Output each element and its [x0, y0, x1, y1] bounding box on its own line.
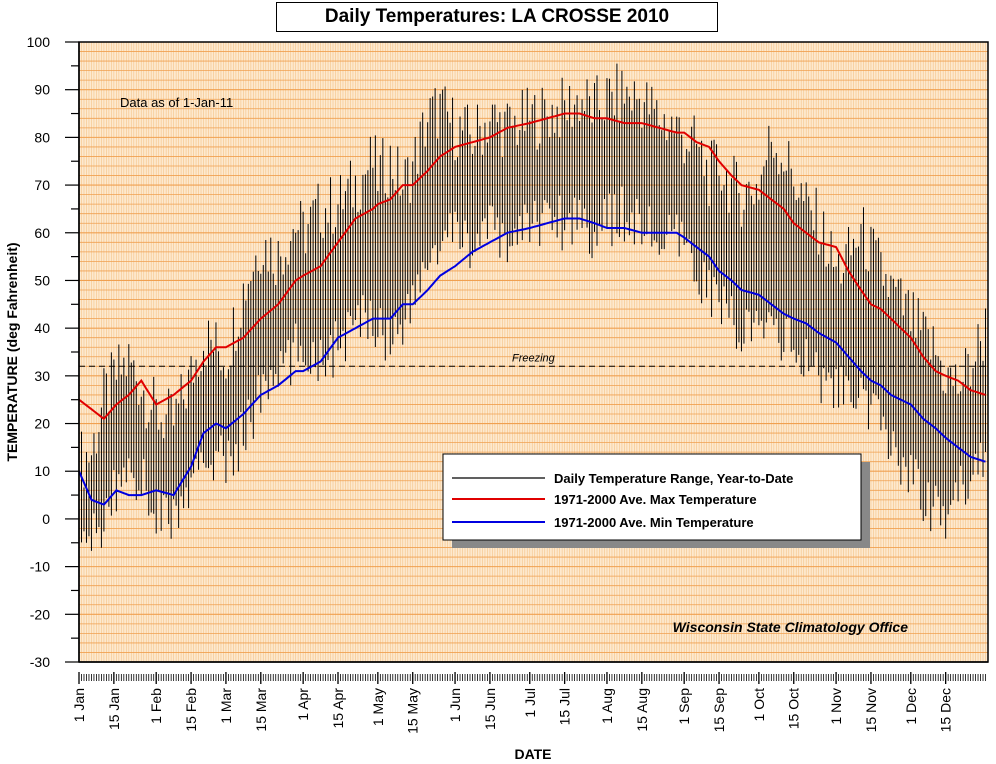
avg-max-line [78, 112, 986, 421]
y-tick-label: 70 [34, 177, 50, 193]
credit-text: Wisconsin State Climatology Office [673, 619, 909, 635]
y-tick-label: 40 [34, 320, 50, 336]
x-axis: 1 Jan 15 Jan 1 Feb 15 Feb 1 Mar 15 Mar 1 Apr 15… [71, 661, 988, 734]
y-tick-label: 60 [34, 225, 50, 241]
y-tick-label: -10 [30, 559, 50, 575]
chart-title-box: Daily Temperatures: LA CROSSE 2010 [276, 2, 718, 32]
x-tick-label: 15 Apr [330, 688, 346, 729]
y-tick-label: 30 [34, 368, 50, 384]
x-tick-label: 1 Jan [71, 688, 87, 722]
x-tick-label: 15 Nov [863, 688, 879, 732]
daily-range-bars [78, 63, 987, 586]
x-tick-label: 1 Jun [447, 688, 463, 722]
x-tick-label: 1 Nov [828, 688, 844, 725]
x-axis-label: DATE [514, 746, 551, 762]
x-tick-label: 15 May [405, 688, 421, 734]
y-tick-label: -20 [30, 606, 50, 622]
y-tick-label: 10 [34, 463, 50, 479]
x-tick-label: 1 Oct [751, 688, 767, 722]
avg-min-line [78, 217, 986, 506]
x-tick-label: 1 Dec [903, 688, 919, 725]
y-axis: -30 -20 -10 0 10 20 30 40 50 60 70 80 90 100 [27, 34, 80, 670]
x-tick-label: 15 Dec [938, 688, 954, 732]
x-tick-label: 15 Oct [786, 688, 802, 729]
x-tick-label: 1 Feb [148, 688, 164, 724]
x-tick-label: 1 May [370, 688, 386, 726]
legend: Daily Temperature Range, Year-to-Date 19… [442, 453, 870, 548]
x-tick-label: 1 Aug [599, 688, 615, 724]
x-tick-label: 1 Sep [676, 688, 692, 725]
y-tick-label: 20 [34, 416, 50, 432]
x-tick-label: 1 Mar [218, 688, 234, 724]
chart-title: Daily Temperatures: LA CROSSE 2010 [324, 6, 670, 27]
x-tick-label: 15 Jun [482, 688, 498, 730]
vertical-gridlines [78, 42, 986, 662]
legend-label-max: 1971-2000 Ave. Max Temperature [554, 492, 757, 507]
x-tick-label: 1 Jul [522, 688, 538, 718]
freezing-label: Freezing [512, 352, 556, 364]
data-as-of-note: Data as of 1-Jan-11 [120, 95, 233, 110]
legend-label-range: Daily Temperature Range, Year-to-Date [554, 471, 793, 486]
x-tick-label: 15 Feb [183, 688, 199, 732]
y-tick-label: -30 [30, 654, 50, 670]
legend-label-min: 1971-2000 Ave. Min Temperature [554, 515, 754, 530]
y-tick-label: 100 [27, 34, 51, 50]
y-axis-label: TEMPERATURE (deg Fahrenheit) [4, 242, 20, 461]
y-tick-label: 90 [34, 82, 50, 98]
y-tick-label: 50 [34, 272, 50, 288]
x-tick-label: 15 Sep [711, 688, 727, 733]
x-tick-label: 15 Jan [106, 688, 122, 730]
x-tick-label: 15 Mar [253, 688, 269, 732]
y-tick-label: 0 [42, 511, 50, 527]
y-tick-label: 80 [34, 129, 50, 145]
legend-box [442, 453, 862, 541]
x-tick-label: 1 Apr [295, 688, 311, 721]
x-tick-label: 15 Jul [557, 688, 573, 725]
x-tick-label: 15 Aug [634, 688, 650, 732]
